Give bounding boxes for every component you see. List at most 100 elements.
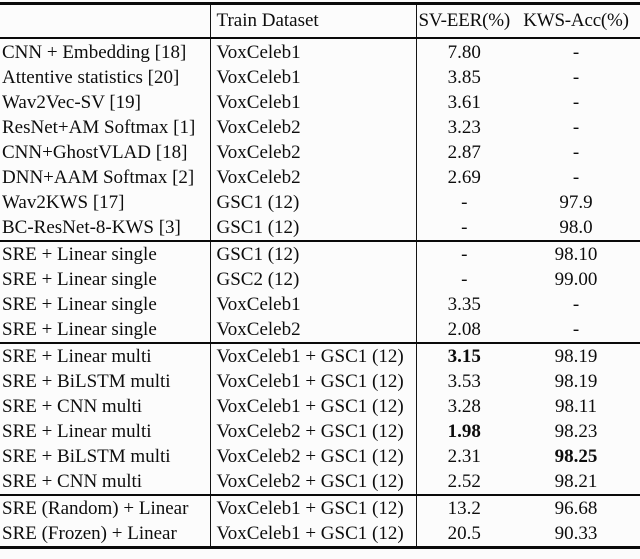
kws-acc-cell: 98.19 [554,371,598,392]
kws-acc-cell: - [572,319,580,340]
sv-eer-cell: 3.85 [415,65,512,90]
dataset-cell: VoxCeleb1 + GSC1 (12) [209,521,416,548]
sv-eer-cell: 2.08 [415,317,512,343]
dataset-cell: VoxCeleb2 + GSC1 (12) [209,469,416,495]
method-cell: ResNet+AM Softmax [1] [2,117,196,138]
kws-acc-cell: 98.21 [554,471,598,492]
kws-acc-cell: 90.33 [554,523,598,544]
sv-eer-cell: - [415,267,512,292]
table-row: SRE + BiLSTM multi VoxCeleb2 + GSC1 (12) 2… [0,444,640,469]
dataset-cell: VoxCeleb2 [209,165,416,190]
dataset-cell: VoxCeleb1 [209,65,416,90]
method-cell: SRE + CNN multi [2,396,143,417]
table-row: Wav2Vec-SV [19] VoxCeleb1 3.61 - [0,90,640,115]
method-cell: SRE (Random) + Linear [2,498,189,519]
table-section-4: SRE (Random) + Linear VoxCeleb1 + GSC1 (1… [0,495,640,548]
col-header-method [0,4,210,39]
dataset-cell: GSC1 (12) [209,241,416,267]
table-row: DNN+AAM Softmax [2] VoxCeleb2 2.69 - [0,165,640,190]
table-row: SRE (Random) + Linear VoxCeleb1 + GSC1 (1… [0,495,640,521]
method-cell: Attentive statistics [20] [2,67,180,88]
kws-acc-cell: 98.11 [554,396,598,417]
kws-acc-cell: 98.10 [554,244,598,265]
method-cell: DNN+AAM Softmax [2] [2,167,195,188]
sv-eer-cell: 3.61 [415,90,512,115]
kws-acc-cell: - [572,42,580,63]
method-cell: Wav2KWS [17] [2,192,125,213]
method-cell: CNN + Embedding [18] [2,42,187,63]
dataset-cell: GSC1 (12) [209,215,416,241]
method-cell: BC-ResNet-8-KWS [3] [2,217,181,238]
sv-eer-cell: 2.69 [415,165,512,190]
sv-eer-cell: 13.2 [415,495,512,521]
table-header: Train Dataset SV-EER(%) KWS-Acc(%) [0,3,640,39]
dataset-cell: VoxCeleb1 + GSC1 (12) [209,369,416,394]
results-table: Train Dataset SV-EER(%) KWS-Acc(%) CNN +… [0,2,640,549]
table-row: SRE + Linear single GSC1 (12) - 98.10 [0,241,640,267]
table-row: SRE + CNN multi VoxCeleb2 + GSC1 (12) 2.52… [0,469,640,495]
sv-eer-cell: 3.35 [415,292,512,317]
dataset-cell: VoxCeleb1 + GSC1 (12) [209,394,416,419]
dataset-cell: VoxCeleb2 [209,115,416,140]
method-cell: SRE + Linear single [2,294,157,315]
method-cell: SRE + Linear single [2,244,157,265]
col-header-kws-acc: KWS-Acc(%) [523,10,629,31]
table-row: Wav2KWS [17] GSC1 (12) - 97.9 [0,190,640,215]
dataset-cell: VoxCeleb1 [209,292,416,317]
sv-eer-cell: 2.87 [415,140,512,165]
kws-acc-cell: - [572,67,580,88]
kws-acc-cell: - [572,117,580,138]
table-row: SRE + BiLSTM multi VoxCeleb1 + GSC1 (12) 3… [0,369,640,394]
table-row: SRE + CNN multi VoxCeleb1 + GSC1 (12) 3.28… [0,394,640,419]
method-cell: SRE + Linear multi [2,346,152,367]
method-cell: SRE + BiLSTM multi [2,371,171,392]
table-section-1: CNN + Embedding [18] VoxCeleb1 7.80- Attent… [0,38,640,241]
sv-eer-cell: - [415,215,512,241]
table-row: SRE + Linear single VoxCeleb1 3.35 - [0,292,640,317]
method-cell: CNN+GhostVLAD [18] [2,142,188,163]
dataset-cell: GSC1 (12) [209,190,416,215]
table-row: Attentive statistics [20] VoxCeleb1 3.85 - [0,65,640,90]
kws-acc-cell: 96.68 [554,498,598,519]
method-cell: SRE + Linear single [2,269,157,290]
method-cell: SRE + BiLSTM multi [2,446,171,467]
method-cell: Wav2Vec-SV [19] [2,92,142,113]
table-row: SRE + Linear single VoxCeleb2 2.08 - [0,317,640,343]
dataset-cell: VoxCeleb1 [209,90,416,115]
table-row: SRE (Frozen) + Linear VoxCeleb1 + GSC1 (1… [0,521,640,548]
sv-eer-cell: 3.23 [415,115,512,140]
sv-eer-cell: 1.98 [415,419,512,444]
col-header-train-dataset: Train Dataset [209,3,416,38]
sv-eer-cell: 2.31 [415,444,512,469]
sv-eer-cell: 7.80 [415,38,512,65]
table-row: BC-ResNet-8-KWS [3] GSC1 (12) - 98.0 [0,215,640,241]
dataset-cell: VoxCeleb2 [209,140,416,165]
table-section-2: SRE + Linear single GSC1 (12) -98.10 SRE + … [0,241,640,343]
header-row: Train Dataset SV-EER(%) KWS-Acc(%) [0,3,640,39]
sv-eer-cell: - [415,190,512,215]
dataset-cell: GSC2 (12) [209,267,416,292]
sv-eer-cell: 20.5 [415,521,512,548]
dataset-cell: VoxCeleb1 + GSC1 (12) [209,495,416,521]
kws-acc-cell: - [572,92,580,113]
kws-acc-cell: 99.00 [554,269,598,290]
kws-acc-cell: - [572,167,580,188]
table-row: CNN+GhostVLAD [18] VoxCeleb2 2.87 - [0,140,640,165]
kws-acc-cell: - [572,294,580,315]
dataset-cell: VoxCeleb1 [209,38,416,65]
table-row: SRE + Linear single GSC2 (12) - 99.00 [0,267,640,292]
dataset-cell: VoxCeleb2 + GSC1 (12) [209,419,416,444]
kws-acc-cell: 98.23 [554,421,598,442]
kws-acc-cell: 98.19 [554,346,598,367]
sv-eer-cell: 3.53 [415,369,512,394]
dataset-cell: VoxCeleb2 [209,317,416,343]
table-row: SRE + Linear multi VoxCeleb1 + GSC1 (12) 3… [0,343,640,369]
sv-eer-cell: 3.15 [415,343,512,369]
method-cell: SRE + Linear multi [2,421,152,442]
col-header-sv-eer: SV-EER(%) [415,3,512,38]
sv-eer-cell: - [415,241,512,267]
method-cell: SRE + CNN multi [2,471,143,492]
method-cell: SRE + Linear single [2,319,157,340]
dataset-cell: VoxCeleb1 + GSC1 (12) [209,343,416,369]
